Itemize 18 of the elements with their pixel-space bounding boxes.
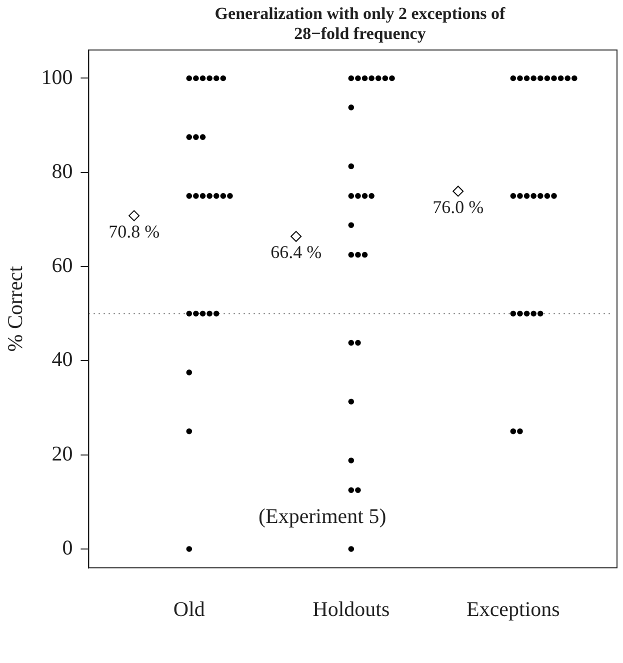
data-label: 66.4 %	[270, 242, 322, 262]
point	[290, 230, 302, 242]
x-tick-label: Exceptions	[466, 596, 560, 621]
chart-title: Generalization with only 2 exceptions of 28−fold frequency	[214, 4, 506, 44]
data-label: 70.8 %	[108, 221, 160, 242]
point	[452, 186, 464, 197]
y-tick-label: 20	[52, 441, 73, 466]
y-tick-label: 60	[52, 253, 73, 278]
y-tick-label: 0	[62, 535, 73, 560]
x-tick-label: Old	[173, 596, 206, 621]
y-tick-label: 100	[41, 64, 73, 89]
y-axis-title: % Correct	[3, 266, 28, 352]
y-tick-label: 40	[52, 347, 73, 372]
data-label: 76.0 %	[432, 196, 484, 217]
y-tick-label: 80	[52, 158, 73, 183]
x-tick-label: Holdouts	[312, 596, 390, 621]
point	[128, 210, 140, 222]
annotation: (Experiment 5)	[258, 504, 386, 528]
